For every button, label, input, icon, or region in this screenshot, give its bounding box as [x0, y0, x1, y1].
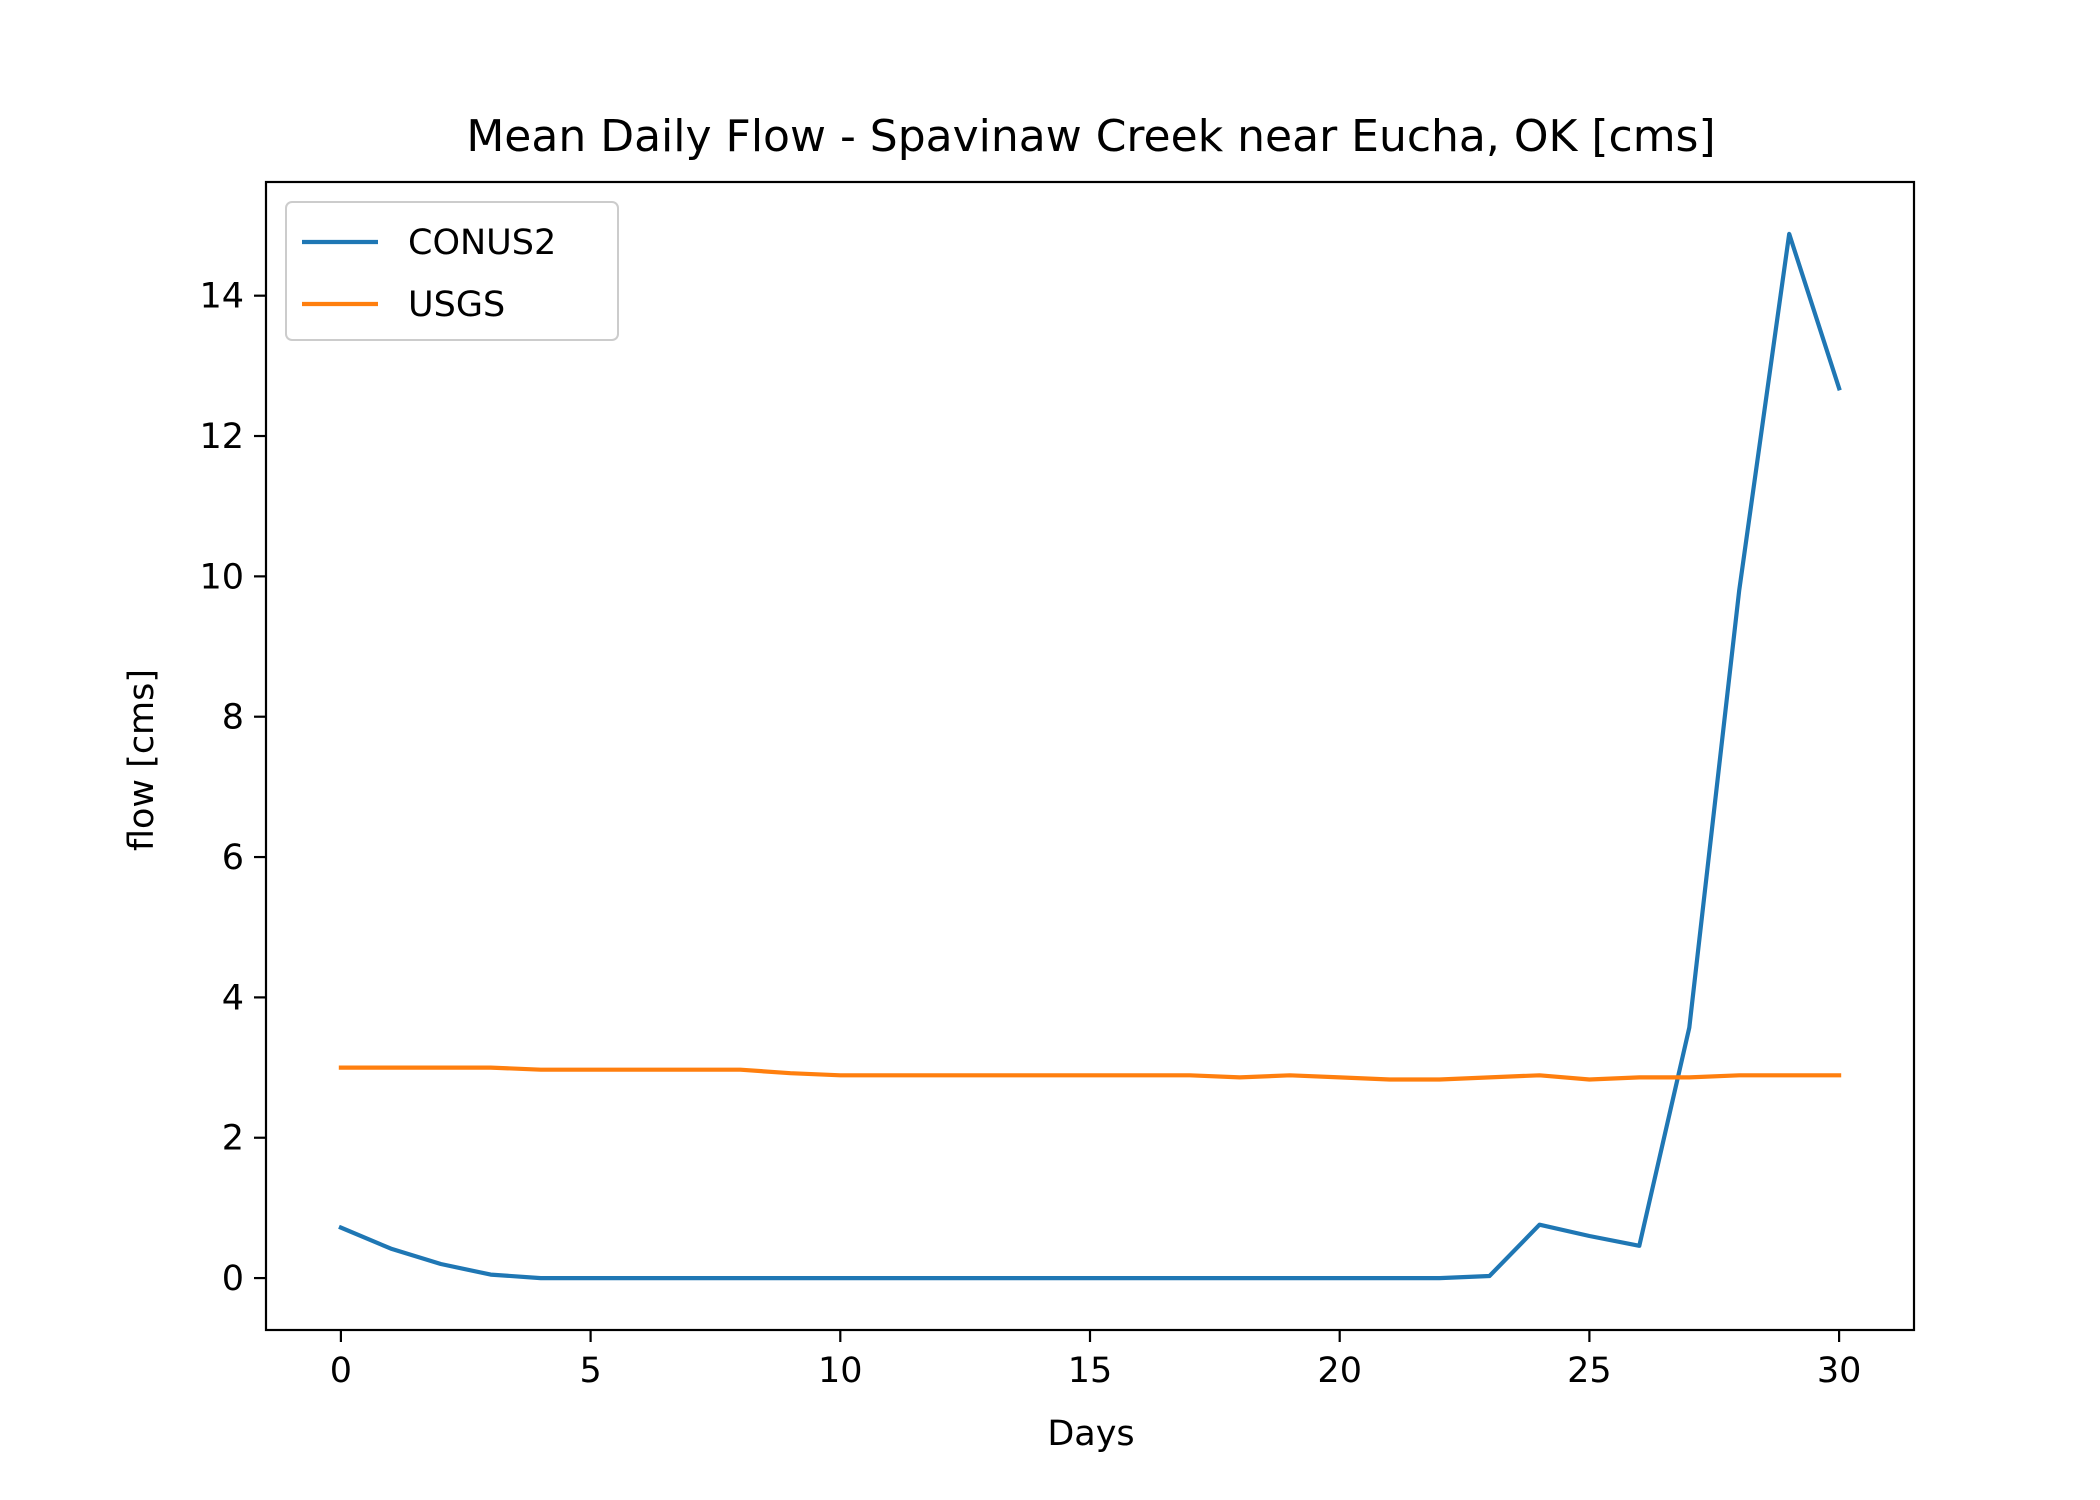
- x-tick-label: 15: [1068, 1351, 1113, 1391]
- y-tick-label: 2: [222, 1119, 244, 1159]
- y-tick-label: 4: [222, 978, 244, 1018]
- legend-label-conus2: CONUS2: [408, 223, 556, 263]
- y-axis-label: flow [cms]: [122, 669, 162, 851]
- legend-label-usgs: USGS: [408, 285, 505, 325]
- y-tick-label: 12: [199, 417, 244, 457]
- x-axis-label: Days: [1047, 1414, 1134, 1454]
- y-tick-label: 14: [199, 277, 244, 317]
- y-tick-label: 6: [222, 838, 244, 878]
- x-tick-label: 5: [579, 1351, 601, 1391]
- x-tick-label: 0: [330, 1351, 352, 1391]
- series-line-conus2: [338, 231, 1842, 1281]
- x-tick-label: 10: [818, 1351, 863, 1391]
- x-tick-label: 30: [1817, 1351, 1862, 1391]
- x-tick-label: 25: [1567, 1351, 1612, 1391]
- x-tick-label: 20: [1317, 1351, 1362, 1391]
- plot-area: 0 5 10 15 20 25 30 0 2 4 6 8 10 12 14 CONUS2 USGS: [199, 180, 1916, 1391]
- y-tick-label: 10: [199, 557, 244, 597]
- y-tick-label: 8: [222, 698, 244, 738]
- y-tick-label: 0: [222, 1259, 244, 1299]
- series-line-usgs: [338, 1065, 1842, 1082]
- chart-title: Mean Daily Flow - Spavinaw Creek near Eu…: [466, 111, 1715, 162]
